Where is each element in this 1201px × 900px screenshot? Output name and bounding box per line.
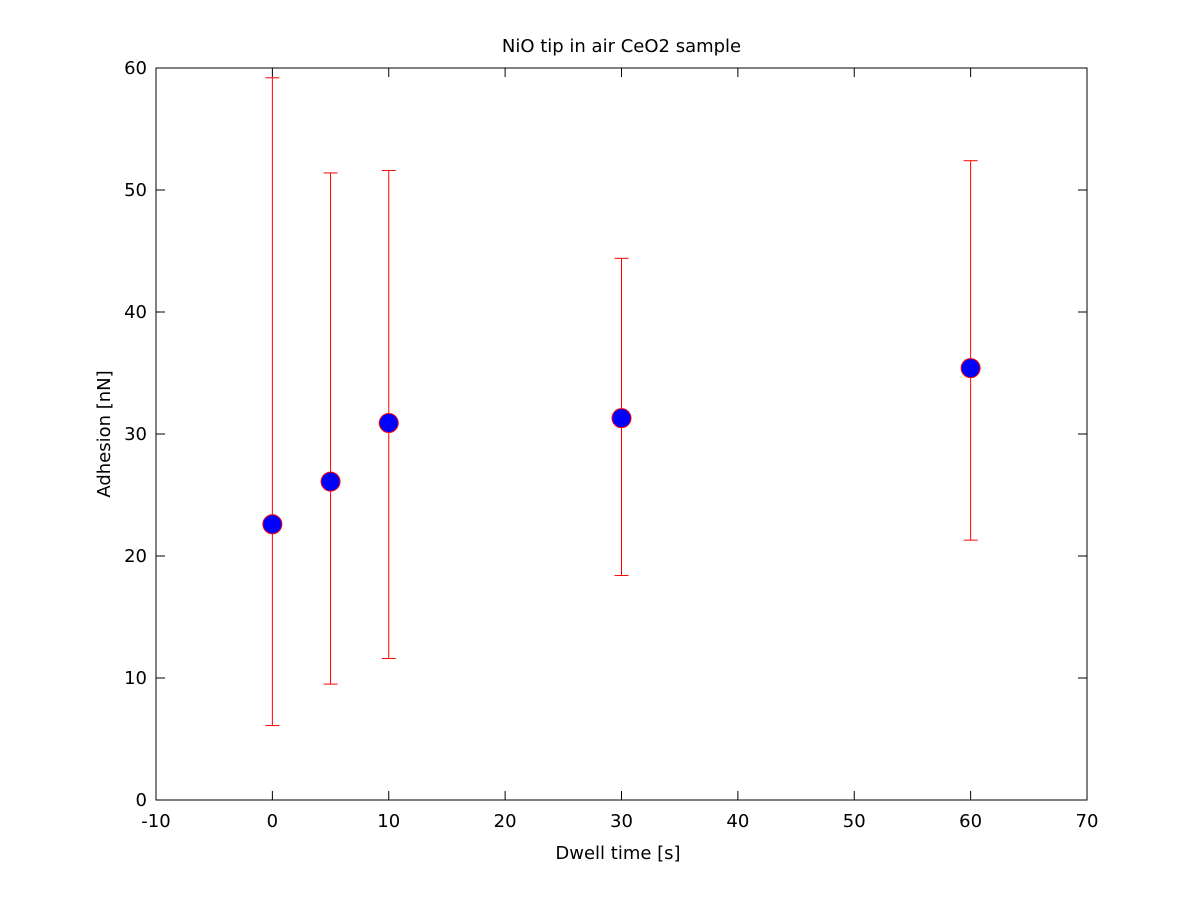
x-tick-label: -10 [141, 811, 170, 832]
data-point-marker [378, 413, 399, 434]
x-axis-ticks: -10 0 10 20 30 40 50 60 70 [141, 68, 1098, 832]
y-tick-label: 50 [124, 180, 147, 201]
y-axis-label: Adhesion [nN] [94, 370, 115, 497]
data-point-marker [611, 408, 632, 429]
x-tick-label: 20 [494, 811, 517, 832]
y-axis-ticks: 0 10 20 30 40 50 60 [124, 58, 1087, 811]
chart-title: NiO tip in air CeO2 sample [502, 36, 741, 57]
x-tick-label: 40 [726, 811, 749, 832]
x-tick-label: 10 [377, 811, 400, 832]
y-tick-label: 20 [124, 546, 147, 567]
errorbar-point [611, 257, 632, 577]
y-tick-label: 0 [136, 790, 147, 811]
errorbar-point [320, 172, 341, 685]
x-tick-label: 0 [267, 811, 278, 832]
errorbar-point [262, 77, 283, 727]
x-axis-label: Dwell time [s] [555, 843, 680, 864]
data-point-marker [320, 471, 341, 492]
errorbar-point [378, 169, 399, 659]
x-tick-label: 60 [959, 811, 982, 832]
x-tick-label: 30 [610, 811, 633, 832]
errorbar-point [960, 160, 981, 541]
y-tick-label: 30 [124, 424, 147, 445]
x-tick-label: 50 [843, 811, 866, 832]
data-point-marker [262, 514, 283, 535]
y-tick-label: 60 [124, 58, 147, 79]
data-series [262, 77, 981, 727]
data-point-marker [960, 358, 981, 379]
y-tick-label: 10 [124, 668, 147, 689]
y-tick-label: 40 [124, 302, 147, 323]
x-tick-label: 70 [1076, 811, 1099, 832]
